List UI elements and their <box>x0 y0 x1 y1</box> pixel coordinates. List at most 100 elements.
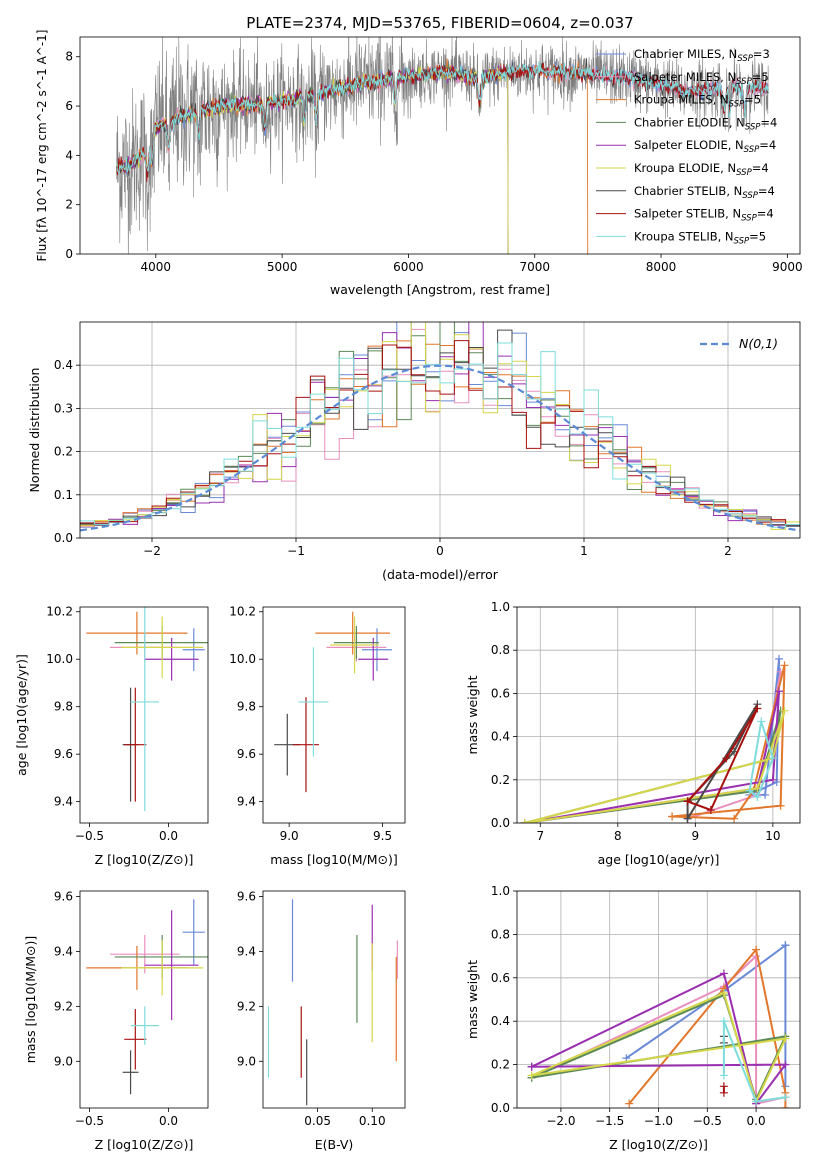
y-tick-label: 0.1 <box>54 488 73 502</box>
legend-entry-base: Kroupa ELODIE, N <box>634 161 736 175</box>
x-tick-label: 9000 <box>772 260 803 274</box>
axes-frame <box>79 36 801 255</box>
y-tick-label: 10.0 <box>229 652 256 666</box>
weight-point-marker <box>730 814 739 823</box>
spectrum-panel: 4000 5000 6000 7000 8000 9000 0 2 4 6 8 Chabrier MI… <box>35 30 803 297</box>
axes-frame <box>79 606 209 824</box>
legend-entry-tail: =4 <box>752 161 769 175</box>
x-tick-label: 7 <box>536 829 544 843</box>
figure-title: PLATE=2374, MJD=53765, FIBERID=0604, z=0… <box>246 14 633 32</box>
weight-point-marker <box>781 1060 790 1069</box>
model-spectrum-line <box>116 62 769 182</box>
weight-point-marker <box>781 1093 790 1102</box>
y-tick-label: 9.4 <box>237 944 256 958</box>
y-tick-label: 1.0 <box>491 884 510 898</box>
age-vs-Z-y-axis-label: age [log10(age/yr)] <box>14 654 29 776</box>
axes-frame <box>516 890 801 1109</box>
reference-legend-label: N(0,1) <box>739 336 778 351</box>
legend-entry-base: Chabrier ELODIE, N <box>634 115 745 129</box>
y-tick-label: 0.8 <box>491 643 510 657</box>
weight-point-marker <box>781 1104 790 1108</box>
legend-entry-sub: SSP <box>734 236 750 246</box>
observed-spectrum-line <box>116 37 769 254</box>
legend-entry-sub: SSP <box>744 145 760 155</box>
legend-entry-label: Chabrier MILES, NSSP=3 <box>634 47 770 64</box>
y-tick-label: 0.6 <box>491 971 510 985</box>
axes-frame <box>516 606 801 824</box>
x-tick-label: 0 <box>436 544 444 558</box>
y-tick-label: 1.0 <box>491 600 510 614</box>
y-tick-label: 0.2 <box>54 445 73 459</box>
weight-vs-age-y-axis-label: mass weight <box>465 675 480 754</box>
legend-entry-sub: SSP <box>729 100 745 110</box>
weight-point-marker <box>775 654 784 663</box>
weight-vs-age-x-axis-label: age [log10(age/yr)] <box>598 852 720 867</box>
legend-entry-label: Kroupa MILES, NSSP=5 <box>634 93 761 110</box>
legend-entry-label: Chabrier ELODIE, NSSP=4 <box>634 115 777 132</box>
legend-entry-tail: =5 <box>744 93 761 107</box>
y-tick-label: 0.4 <box>54 358 73 372</box>
x-tick-label: 8000 <box>646 260 677 274</box>
axes-frame <box>79 321 801 539</box>
y-tick-label: 0.2 <box>491 1058 510 1072</box>
x-tick-label: 0.05 <box>304 1114 331 1128</box>
legend-entry-sub: SSP <box>742 191 758 201</box>
y-tick-label: 0.8 <box>491 927 510 941</box>
weight-point-marker <box>719 988 728 997</box>
weight-point-marker <box>781 1034 790 1043</box>
weight-point-marker <box>668 812 677 821</box>
weight-point-marker <box>752 1097 761 1106</box>
legend-entry-tail: =3 <box>753 47 770 61</box>
x-tick-label: 4000 <box>141 260 172 274</box>
weight-point-marker <box>753 793 762 802</box>
weight-point-marker <box>780 661 789 670</box>
x-tick-label: 6000 <box>393 260 424 274</box>
spectrum-y-axis-label: Flux [fλ 10^-17 erg cm^-2 s^-1 A^-1] <box>35 30 49 262</box>
legend-entry-label: Salpeter MILES, NSSP=5 <box>634 70 769 87</box>
y-tick-label: 0.2 <box>491 773 510 787</box>
legend-entry-base: Chabrier MILES, N <box>634 47 737 61</box>
x-tick-label: 9 <box>692 829 700 843</box>
legend-entry-tail: =5 <box>749 229 766 243</box>
model-spectrum-line <box>116 61 769 174</box>
spectrum-series-group <box>116 37 769 254</box>
weight-point-marker <box>781 941 790 950</box>
residuals-y-axis-label: Normed distribution <box>27 368 42 493</box>
y-tick-label: 10.2 <box>229 605 256 619</box>
axes-frame <box>262 606 406 824</box>
weight-point-marker <box>520 819 529 823</box>
legend-entry-sub: SSP <box>736 168 752 178</box>
x-tick-label: −0.5 <box>75 829 104 843</box>
axes-frame <box>79 890 209 1109</box>
legend-entry-sub: SSP <box>736 77 752 87</box>
y-tick-label: 0.6 <box>491 686 510 700</box>
y-tick-label: 9.6 <box>54 747 73 761</box>
age-vs-mass-panel: 9.0 9.5 9.4 9.6 9.8 10.0 10.2 mass [log10(M/M⊙)… <box>229 605 406 867</box>
axes-frame <box>262 890 406 1109</box>
y-tick-label: 9.6 <box>237 889 256 903</box>
weight-vs-Z-x-axis-label: Z [log10(Z/Z⊙)] <box>609 1137 708 1152</box>
weight-point-marker <box>527 1062 536 1071</box>
mass-vs-Z-panel: −0.5 0.0 9.0 9.2 9.4 9.6 Z [log10(Z/Z⊙)] mass [… <box>23 889 209 1152</box>
age-vs-Z-x-axis-label: Z [log10(Z/Z⊙)] <box>95 852 194 867</box>
histogram-steps <box>80 340 800 526</box>
mass-vs-Z-x-axis-label: Z [log10(Z/Z⊙)] <box>95 1137 194 1152</box>
legend-entry-base: Kroupa MILES, N <box>634 93 729 107</box>
x-tick-label: 7000 <box>519 260 550 274</box>
weight-point-marker <box>768 754 777 763</box>
mass-vs-EBV-errorbars <box>267 899 398 1106</box>
legend-entry-base: Salpeter MILES, N <box>634 70 736 84</box>
legend-entry-label: Salpeter STELIB, NSSP=4 <box>634 207 774 224</box>
weight-point-marker <box>768 775 777 784</box>
weight-point-marker <box>719 969 728 978</box>
weight-vs-age-panel: 7 8 9 10 0.0 0.2 0.4 0.6 0.8 1.0 age [log10(age/yr… <box>465 600 801 867</box>
legend-entry-base: Chabrier STELIB, N <box>634 184 742 198</box>
weight-point-marker <box>753 704 762 713</box>
mass-vs-Z-errorbars <box>86 899 208 1095</box>
histogram-steps <box>80 342 800 528</box>
weight-point-marker <box>761 790 770 799</box>
weight-line <box>672 665 786 820</box>
legend-entry-tail: =4 <box>758 184 775 198</box>
y-tick-label: 0.4 <box>491 730 510 744</box>
